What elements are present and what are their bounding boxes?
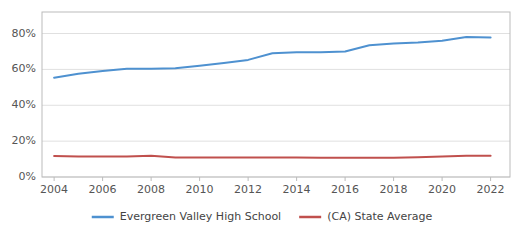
y-tick-label: 20% [12, 134, 36, 147]
legend-swatch [299, 216, 321, 219]
legend: Evergreen Valley High School (CA) State A… [92, 210, 433, 223]
x-tick-label: 2004 [40, 183, 68, 196]
x-tick-label: 2010 [186, 183, 214, 196]
y-tick-label: 80% [12, 27, 36, 40]
x-tick [248, 177, 249, 181]
x-tick [151, 177, 152, 181]
legend-item: Evergreen Valley High School [92, 210, 281, 223]
x-tick-label: 2014 [283, 183, 311, 196]
plot-area [54, 37, 490, 158]
grid-line [42, 33, 510, 34]
legend-swatch [92, 216, 114, 219]
x-tick [345, 177, 346, 181]
axes: 0% 20% 40% 60% 80% 2004 2006 2008 2010 2012 2014 20… [12, 12, 510, 196]
x-tick-label: 2012 [234, 183, 262, 196]
plot-frame [42, 12, 510, 177]
grid-line [42, 141, 510, 142]
series-line [54, 156, 490, 158]
x-tick [490, 177, 491, 181]
x-tick [199, 177, 200, 181]
x-tick-label: 2020 [428, 183, 456, 196]
x-tick-label: 2016 [331, 183, 359, 196]
series-line [54, 37, 490, 78]
x-tick [442, 177, 443, 181]
y-tick-label: 60% [12, 62, 36, 75]
x-tick [54, 177, 55, 181]
legend-label: (CA) State Average [327, 210, 432, 223]
chart: 0% 20% 40% 60% 80% 2004 2006 2008 2010 2012 2014 20… [0, 0, 524, 229]
x-tick [102, 177, 103, 181]
y-tick-label: 40% [12, 98, 36, 111]
x-tick-label: 2018 [380, 183, 408, 196]
x-tick [393, 177, 394, 181]
x-tick-label: 2006 [89, 183, 117, 196]
legend-label: Evergreen Valley High School [120, 210, 281, 223]
legend-item: (CA) State Average [299, 210, 432, 223]
grid-line [42, 105, 510, 106]
x-tick-label: 2022 [477, 183, 505, 196]
x-tick-label: 2008 [137, 183, 165, 196]
y-tick-label: 0% [19, 170, 36, 183]
x-tick [296, 177, 297, 181]
